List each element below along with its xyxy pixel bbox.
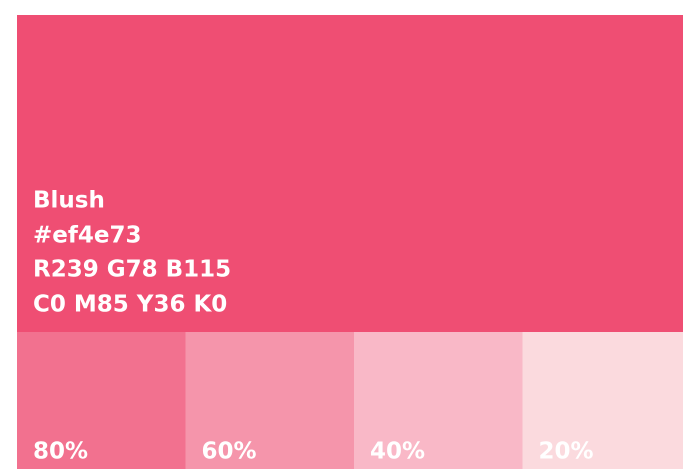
tint-swatch	[185, 332, 354, 469]
tint-label: 60%	[202, 439, 257, 465]
color-hex: #ef4e73	[33, 223, 142, 249]
tint-label: 40%	[370, 439, 425, 465]
tint-label: 80%	[33, 439, 88, 465]
tint-swatch	[522, 332, 683, 469]
color-cmyk: C0 M85 Y36 K0	[33, 292, 227, 318]
tint-swatch	[354, 332, 523, 469]
main-swatch	[17, 15, 683, 332]
tint-label: 20%	[539, 439, 594, 465]
tint-swatch	[17, 332, 186, 469]
color-rgb: R239 G78 B115	[33, 257, 231, 283]
color-name: Blush	[33, 188, 105, 214]
